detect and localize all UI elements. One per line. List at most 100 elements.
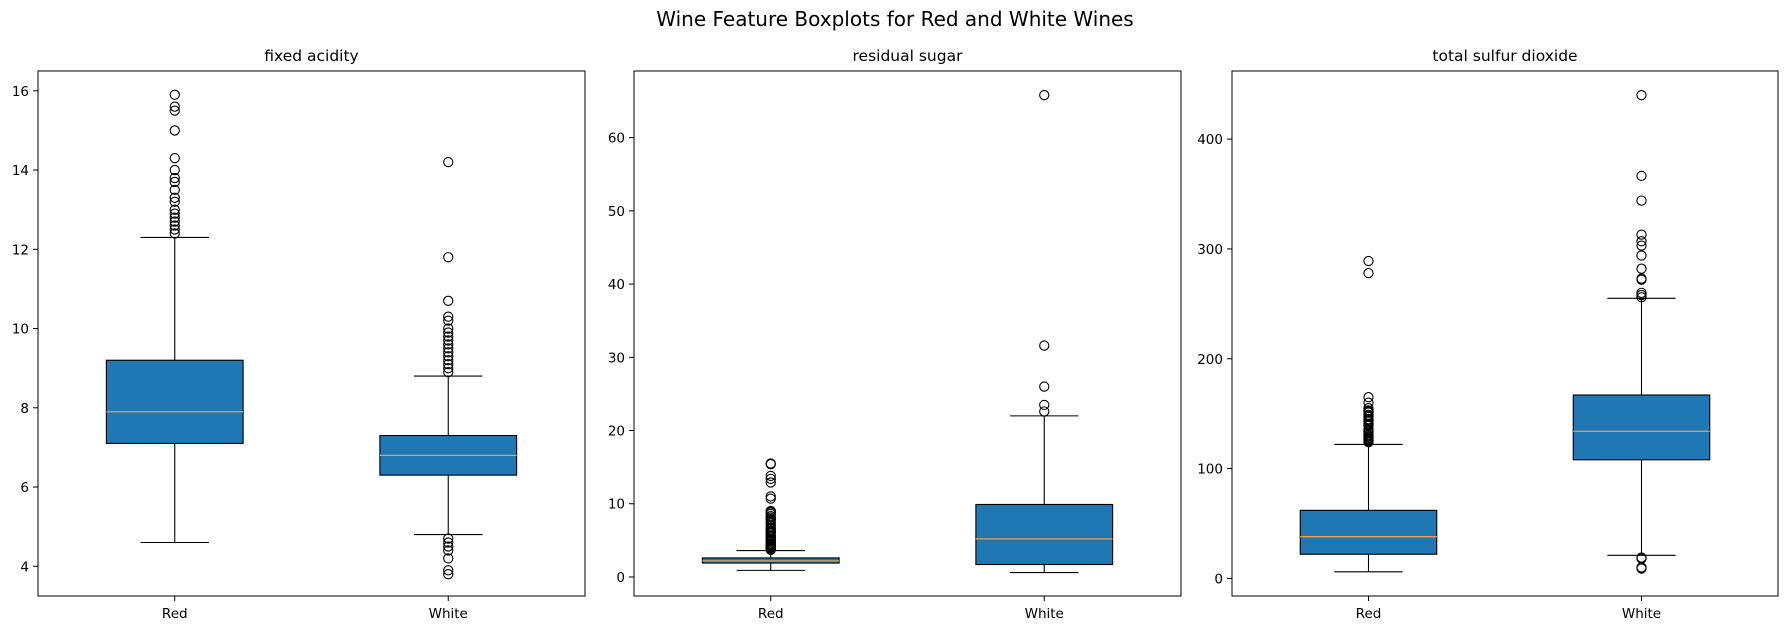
outlier-point	[1039, 340, 1050, 351]
outlier-point	[443, 363, 454, 374]
x-tick-label: Red	[758, 606, 784, 622]
outlier-point	[443, 569, 454, 580]
outlier-point	[1636, 195, 1647, 206]
outlier-point	[1363, 397, 1374, 408]
outlier-point	[1636, 552, 1647, 563]
y-tick-label: 60	[608, 131, 625, 147]
outlier-point	[443, 331, 454, 342]
outlier-point	[1363, 255, 1374, 267]
outlier-point	[443, 156, 454, 168]
outlier-point	[443, 295, 454, 306]
outlier-point	[443, 359, 454, 370]
outlier-point	[1636, 170, 1647, 182]
boxplot-white	[379, 156, 518, 580]
boxplot-white	[1572, 90, 1711, 574]
outlier-point	[169, 164, 180, 176]
subplot-title: fixed acidity	[264, 47, 358, 65]
outlier-point	[1636, 90, 1647, 101]
outlier-point	[765, 473, 776, 484]
outlier-point	[169, 208, 180, 219]
iqr-box	[105, 359, 244, 445]
subplot-title: residual sugar	[853, 47, 964, 65]
outlier-point	[443, 323, 454, 334]
outlier-point	[169, 228, 180, 239]
outlier-point	[169, 105, 180, 116]
y-tick-label: 40	[608, 277, 625, 293]
outlier-point	[1636, 273, 1647, 284]
y-tick-label: 30	[608, 350, 625, 366]
outlier-point	[169, 172, 180, 184]
outlier-point	[1636, 236, 1647, 247]
outlier-point	[443, 315, 454, 326]
y-tick-label: 400	[1197, 132, 1223, 148]
outlier-point	[443, 545, 454, 556]
y-tick-label: 10	[608, 497, 625, 513]
outlier-point	[443, 553, 454, 564]
outlier-point	[765, 493, 776, 504]
outlier-point	[169, 153, 180, 164]
subplot-title: total sulfur dioxide	[1432, 47, 1577, 65]
y-tick-label: 50	[608, 204, 625, 220]
outlier-point	[443, 537, 454, 548]
boxplot-red	[1299, 255, 1438, 573]
y-tick-label: 8	[20, 401, 29, 417]
subplot-2: residual sugar 0 10 20 30 40 50 60 Red White	[608, 47, 1182, 622]
y-tick-label: 100	[1197, 462, 1223, 478]
figure-title: Wine Feature Boxplots for Red and White …	[656, 7, 1133, 31]
outlier-point	[1363, 267, 1374, 279]
iqr-box	[975, 503, 1114, 566]
boxplot-red	[105, 89, 244, 544]
boxplot-red	[701, 458, 840, 571]
outlier-point	[1363, 403, 1374, 414]
outlier-point	[169, 125, 180, 136]
y-tick-label: 10	[12, 322, 29, 338]
outlier-point	[765, 505, 776, 517]
outlier-point	[169, 176, 180, 188]
outlier-point	[443, 351, 454, 362]
iqr-box	[1572, 394, 1711, 461]
outlier-point	[443, 565, 454, 576]
y-tick-label: 0	[616, 570, 625, 586]
outlier-point	[169, 224, 180, 235]
x-tick-label: White	[1622, 606, 1661, 622]
outlier-point	[169, 184, 180, 196]
y-tick-label: 14	[12, 163, 29, 179]
outlier-point	[169, 89, 180, 100]
y-tick-label: 4	[20, 559, 29, 575]
outlier-point	[1636, 287, 1647, 299]
outlier-point	[1636, 229, 1647, 240]
outlier-point	[1636, 250, 1647, 261]
outlier-point	[1039, 399, 1050, 411]
y-tick-label: 300	[1197, 242, 1223, 258]
axes-frame	[37, 70, 586, 597]
outlier-point	[443, 541, 454, 552]
outlier-point	[765, 491, 776, 502]
outlier-point	[443, 327, 454, 338]
outlier-point	[443, 252, 454, 263]
y-tick-label: 12	[12, 242, 29, 258]
subplot-3: total sulfur dioxide 0 100 200 300 400 Red Whit…	[1197, 47, 1779, 622]
outlier-point	[1039, 406, 1050, 417]
outlier-point	[169, 101, 180, 112]
outlier-point	[169, 212, 180, 223]
outlier-point	[169, 216, 180, 227]
outlier-point	[443, 311, 454, 322]
y-tick-label: 6	[20, 480, 29, 496]
outlier-point	[443, 355, 454, 366]
outlier-point	[169, 192, 180, 203]
y-tick-label: 16	[12, 84, 29, 100]
outlier-point	[765, 477, 776, 488]
outlier-point	[1636, 240, 1647, 251]
boxplot-white	[975, 90, 1114, 574]
outlier-point	[169, 204, 180, 215]
outlier-point	[443, 533, 454, 544]
outlier-point	[443, 366, 454, 378]
outlier-point	[443, 335, 454, 346]
outlier-point	[1039, 381, 1050, 392]
outlier-point	[443, 347, 454, 358]
x-tick-label: Red	[162, 606, 188, 622]
iqr-box	[1299, 509, 1438, 555]
outlier-point	[1363, 392, 1374, 403]
subplot-1: fixed acidity 4 6 8 10 12 14 16 Red White	[12, 47, 586, 622]
